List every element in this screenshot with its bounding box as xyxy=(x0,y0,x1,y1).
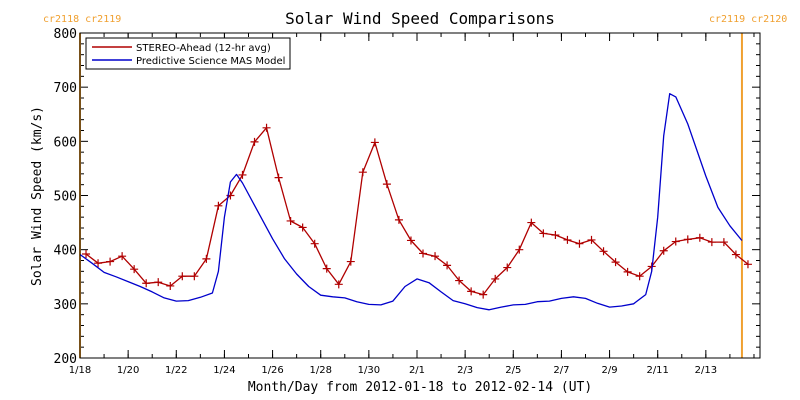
series-line-0 xyxy=(85,127,749,296)
data-point xyxy=(154,278,163,287)
carrington-label-left: cr2118 cr2119 xyxy=(43,14,121,25)
data-point xyxy=(346,257,355,266)
data-point xyxy=(719,238,728,247)
data-point xyxy=(94,259,103,268)
data-point xyxy=(671,237,680,246)
data-point xyxy=(406,236,415,245)
y-tick-label: 800 xyxy=(54,27,77,42)
y-tick-label: 700 xyxy=(54,81,77,96)
data-point xyxy=(82,250,91,258)
legend-label-stereo: STEREO-Ahead (12-hr avg) xyxy=(136,43,271,54)
data-point xyxy=(370,138,379,147)
x-tick-label: 2/1 xyxy=(409,365,425,376)
x-tick-label: 2/7 xyxy=(553,365,569,376)
data-point xyxy=(118,252,127,261)
y-tick-label: 500 xyxy=(54,190,77,205)
series-lines xyxy=(79,93,752,311)
data-point xyxy=(298,223,307,232)
data-point xyxy=(695,233,704,242)
x-tick-label: 2/3 xyxy=(457,365,473,376)
data-point xyxy=(623,267,632,276)
data-point xyxy=(479,290,488,299)
data-point xyxy=(130,265,139,274)
data-point xyxy=(238,170,247,179)
data-point xyxy=(274,173,283,182)
x-tick-label: 1/20 xyxy=(117,365,139,376)
data-point xyxy=(599,247,608,256)
data-point xyxy=(178,272,187,281)
data-point xyxy=(491,274,500,283)
series-line-1 xyxy=(79,93,743,311)
x-tick-label: 1/26 xyxy=(261,365,283,376)
data-point xyxy=(515,245,524,254)
data-point xyxy=(334,280,343,289)
data-point xyxy=(467,287,476,296)
data-point xyxy=(635,272,644,281)
data-point xyxy=(455,276,464,285)
data-point xyxy=(322,264,331,273)
data-point xyxy=(563,235,572,244)
data-point xyxy=(190,272,199,281)
x-tick-label: 2/13 xyxy=(695,365,717,376)
plot-frame xyxy=(79,32,761,359)
data-point xyxy=(443,261,452,270)
legend: STEREO-Ahead (12-hr avg) Predictive Scie… xyxy=(85,37,291,70)
legend-label-mas: Predictive Science MAS Model xyxy=(136,56,285,67)
y-tick-label: 600 xyxy=(54,135,77,150)
y-tick-labels: 200 300 400 500 600 700 800 xyxy=(54,27,77,367)
data-point xyxy=(539,229,548,238)
data-point xyxy=(358,168,367,177)
data-point xyxy=(250,137,259,146)
data-point xyxy=(310,239,319,248)
x-axis-label: Month/Day from 2012-01-18 to 2012-02-14 … xyxy=(248,380,592,395)
x-tick-label: 2/9 xyxy=(602,365,618,376)
data-point xyxy=(587,235,596,244)
x-tick-labels: 1/18 1/20 1/22 1/24 1/26 1/28 1/30 2/1 2/3 2/5 2/7… xyxy=(69,365,717,376)
chart-title: Solar Wind Speed Comparisons xyxy=(285,9,555,28)
data-point xyxy=(142,279,151,288)
y-axis-label: Solar Wind Speed (km/s) xyxy=(30,106,45,286)
data-point xyxy=(262,123,271,132)
x-tick-label: 2/11 xyxy=(646,365,668,376)
x-tick-label: 1/22 xyxy=(165,365,187,376)
data-point xyxy=(106,257,115,266)
carrington-label-right: cr2119 cr2120 xyxy=(709,14,787,25)
data-point xyxy=(743,260,752,269)
data-point xyxy=(575,239,584,248)
data-point xyxy=(503,263,512,272)
data-point xyxy=(202,254,211,263)
data-point xyxy=(611,258,620,267)
data-point xyxy=(394,215,403,224)
x-tick-label: 1/18 xyxy=(69,365,91,376)
data-point xyxy=(431,252,440,261)
x-tick-label: 1/28 xyxy=(309,365,331,376)
data-point xyxy=(707,238,716,247)
y-tick-label: 300 xyxy=(54,298,77,313)
data-point xyxy=(527,218,536,227)
data-point xyxy=(419,249,428,258)
data-point xyxy=(214,201,223,210)
data-point xyxy=(683,235,692,244)
data-point xyxy=(166,281,175,290)
legend-box xyxy=(85,37,291,70)
y-tick-label: 200 xyxy=(54,352,77,367)
data-point xyxy=(286,216,295,225)
x-tick-label: 1/24 xyxy=(213,365,235,376)
x-tick-label: 1/30 xyxy=(358,365,380,376)
x-tick-label: 2/5 xyxy=(505,365,521,376)
data-point xyxy=(551,231,560,240)
data-point xyxy=(731,250,740,259)
data-point xyxy=(382,180,391,189)
y-tick-label: 400 xyxy=(54,244,77,259)
data-point xyxy=(659,246,668,255)
